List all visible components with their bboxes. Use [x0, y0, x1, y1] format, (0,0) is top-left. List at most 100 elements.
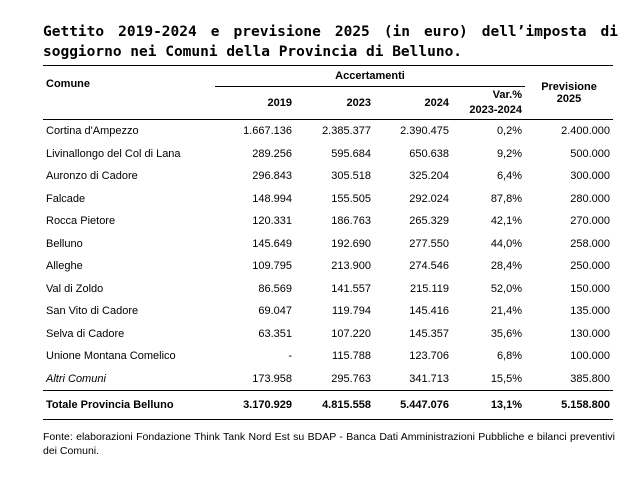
cell-comune: Altri Comuni	[46, 372, 106, 385]
total-row: Totale Provincia Belluno 3.170.929 4.815…	[43, 390, 614, 420]
cell-var: 6,4%	[496, 170, 523, 183]
cell-2019: 86.569	[258, 282, 292, 295]
cell-2023: 192.690	[331, 237, 371, 250]
cell-previsione: 130.000	[570, 327, 611, 340]
cell-comune: Rocca Pietore	[46, 215, 116, 228]
table-row: Altri Comuni 173.958 295.763 341.713 15,5% 38…	[43, 368, 613, 391]
cell-2024: 123.706	[409, 350, 449, 363]
table-row: Val di Zoldo 86.569 141.557 215.119 52,0% 150…	[43, 278, 613, 301]
cell-2023: 2.385.377	[322, 125, 371, 138]
table-row: San Vito di Cadore 69.047 119.794 145.416 21…	[43, 300, 613, 323]
var-period: 2023-2024	[469, 104, 523, 116]
table-body: Cortina d'Ampezzo 1.667.136 2.385.377 2.390…	[43, 120, 613, 391]
table-row: Belluno 145.649 192.690 277.550 44,0% 258.000	[43, 233, 613, 256]
cell-2019: 1.667.136	[243, 125, 292, 138]
cell-2019: 173.958	[252, 372, 292, 385]
previsione-label: Previsione	[541, 80, 597, 93]
cell-2023: 305.518	[331, 170, 371, 183]
table-row: Auronzo di Cadore 296.843 305.518 325.204 6,…	[43, 165, 613, 188]
cell-2024: 277.550	[409, 237, 449, 250]
cell-comune: Selva di Cadore	[46, 327, 125, 340]
cell-2024: 215.119	[410, 282, 449, 295]
cell-var: 87,8%	[490, 192, 523, 205]
table-title: Gettito 2019-2024 e previsione 2025 (in …	[43, 24, 618, 60]
cell-2019: 109.795	[252, 260, 292, 273]
cell-var: 6,8%	[496, 350, 523, 363]
table-row: Selva di Cadore 63.351 107.220 145.357 35,6%…	[43, 323, 613, 346]
cell-2023: 141.557	[331, 282, 371, 295]
total-2019: 3.170.929	[215, 390, 295, 420]
table-row: Unione Montana Comelico - 115.788 123.706 6,…	[43, 345, 613, 368]
cell-2024: 265.329	[409, 215, 449, 228]
cell-2023: 595.684	[331, 147, 371, 160]
table-row: Livinallongo del Col di Lana 289.256 595.6…	[43, 143, 613, 166]
cell-previsione: 135.000	[570, 305, 611, 318]
cell-var: 28,4%	[490, 260, 523, 273]
cell-2024: 292.024	[409, 192, 449, 205]
cell-2024: 145.357	[409, 327, 449, 340]
cell-var: 44,0%	[490, 237, 523, 250]
cell-comune: Alleghe	[46, 260, 83, 273]
cell-previsione: 500.000	[570, 147, 611, 160]
table-row: Alleghe 109.795 213.900 274.546 28,4% 250.000	[43, 255, 613, 278]
cell-2023: 115.788	[332, 350, 371, 363]
cell-2023: 213.900	[331, 260, 371, 273]
cell-var: 35,6%	[490, 327, 523, 340]
cell-2019: 145.649	[252, 237, 292, 250]
cell-previsione: 250.000	[570, 260, 611, 273]
cell-comune: Val di Zoldo	[46, 282, 104, 295]
data-table: Comune Accertamenti Previsione 2025 2019…	[43, 65, 614, 420]
cell-2024: 325.204	[409, 170, 449, 183]
total-var: 13,1%	[452, 390, 526, 420]
cell-var: 52,0%	[490, 282, 523, 295]
cell-previsione: 2.400.000	[561, 125, 611, 138]
cell-comune: San Vito di Cadore	[46, 305, 139, 318]
cell-comune: Belluno	[46, 237, 83, 250]
cell-var: 0,2%	[496, 125, 523, 138]
cell-comune: Unione Montana Comelico	[46, 350, 176, 363]
cell-previsione: 300.000	[570, 170, 611, 183]
cell-2023: 119.794	[332, 305, 371, 318]
cell-2019: 148.994	[252, 192, 292, 205]
column-header-previsione: Previsione 2025	[525, 65, 614, 120]
cell-previsione: 385.800	[570, 372, 611, 385]
cell-var: 9,2%	[496, 147, 523, 160]
column-group-accertamenti: Accertamenti	[215, 65, 526, 87]
cell-2019: 296.843	[252, 170, 292, 183]
table-row: Cortina d'Ampezzo 1.667.136 2.385.377 2.390…	[43, 120, 613, 143]
cell-2019: 289.256	[252, 147, 292, 160]
table-row: Falcade 148.994 155.505 292.024 87,8% 280.000	[43, 188, 613, 211]
table-row: Rocca Pietore 120.331 186.763 265.329 42,1% 2…	[43, 210, 613, 233]
cell-2023: 186.763	[331, 215, 371, 228]
cell-2024: 650.638	[409, 147, 449, 160]
var-label: Var.%	[492, 89, 523, 101]
column-header-2024: 2024	[374, 86, 452, 120]
cell-2019: -	[288, 350, 292, 363]
cell-2019: 69.047	[258, 305, 292, 318]
cell-2019: 63.351	[258, 327, 292, 340]
total-label: Totale Provincia Belluno	[43, 390, 215, 420]
cell-2024: 341.713	[409, 372, 449, 385]
cell-previsione: 280.000	[570, 192, 611, 205]
cell-previsione: 258.000	[570, 237, 611, 250]
cell-comune: Auronzo di Cadore	[46, 170, 138, 183]
cell-var: 21,4%	[490, 305, 523, 318]
cell-comune: Livinallongo del Col di Lana	[46, 147, 181, 160]
cell-2023: 155.505	[331, 192, 371, 205]
cell-previsione: 150.000	[570, 282, 611, 295]
column-header-var: Var.% 2023-2024	[452, 86, 526, 120]
cell-var: 15,5%	[490, 372, 523, 385]
cell-var: 42,1%	[490, 215, 523, 228]
cell-2019: 120.331	[252, 215, 292, 228]
cell-2023: 295.763	[331, 372, 371, 385]
cell-2024: 145.416	[409, 305, 449, 318]
cell-2024: 274.546	[409, 260, 449, 273]
previsione-year: 2025	[556, 92, 582, 105]
cell-2023: 107.220	[331, 327, 371, 340]
column-header-2019: 2019	[215, 86, 295, 120]
column-header-comune: Comune	[43, 65, 215, 120]
total-2023: 4.815.558	[295, 390, 374, 420]
total-previsione: 5.158.800	[525, 390, 614, 420]
cell-comune: Cortina d'Ampezzo	[46, 125, 139, 138]
